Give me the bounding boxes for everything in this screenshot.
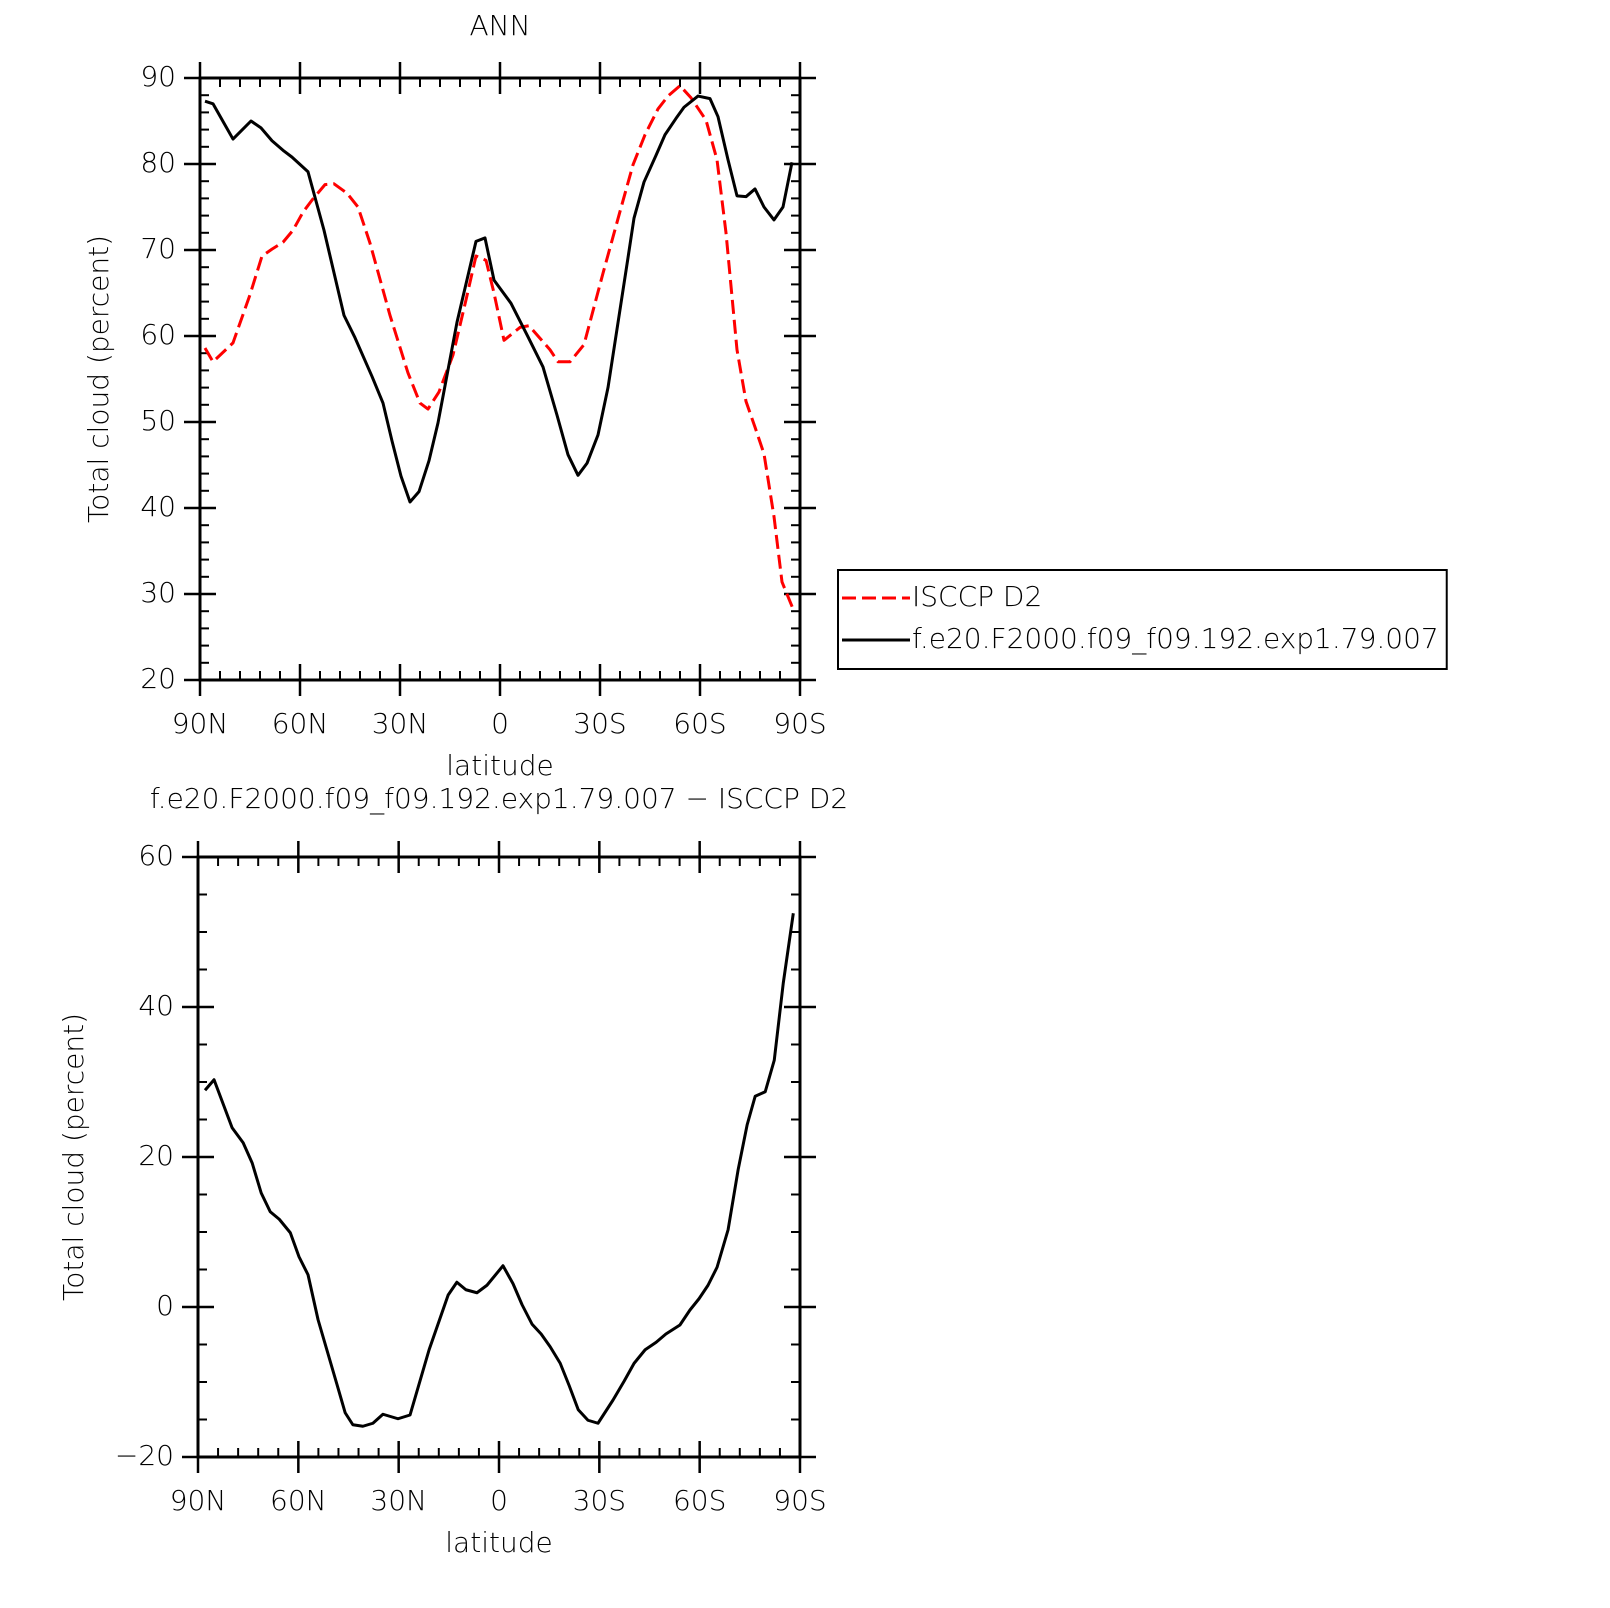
x-axis-label: latitude	[446, 749, 553, 782]
y-tick-label: 60	[140, 318, 176, 351]
legend-label: f.e20.F2000.f09_f09.192.exp1.79.007	[912, 622, 1439, 656]
y-tick-label: 70	[140, 232, 176, 265]
data-line	[204, 94, 794, 504]
y-tick-label: 50	[140, 404, 176, 437]
x-tick-label: 30N	[372, 707, 429, 740]
legend-label: ISCCP D2	[912, 580, 1042, 613]
x-tick-label: 0	[490, 1484, 508, 1517]
plot-frame	[196, 855, 802, 1459]
y-tick-label: 80	[140, 146, 176, 179]
x-tick-label: 60S	[673, 1484, 726, 1517]
x-axis-label: latitude	[445, 1526, 552, 1559]
x-tick-label: 30N	[370, 1484, 427, 1517]
y-tick-label: 60	[138, 839, 174, 872]
data-line	[203, 913, 795, 1428]
x-tick-label: 90N	[172, 707, 229, 740]
y-tick-label: 90	[140, 60, 176, 93]
y-tick-label: 40	[138, 989, 174, 1022]
y-tick-label: −20	[115, 1439, 174, 1472]
x-tick-label: 90S	[773, 1484, 826, 1517]
x-tick-label: 60N	[270, 1484, 327, 1517]
y-tick-label: 20	[138, 1139, 174, 1172]
y-tick-label: 20	[140, 662, 176, 695]
x-tick-label: 0	[491, 707, 509, 740]
y-tick-label: 40	[140, 490, 176, 523]
x-tick-label: 90N	[170, 1484, 227, 1517]
plot-frame	[198, 76, 802, 682]
x-tick-label: 60S	[673, 707, 726, 740]
y-axis-label: Total cloud (percent)	[82, 235, 115, 523]
y-tick-label: 30	[140, 576, 176, 609]
x-tick-label: 30S	[573, 707, 626, 740]
chart-title: f.e20.F2000.f09_f09.192.exp1.79.007 − IS…	[150, 782, 848, 816]
x-tick-label: 30S	[573, 1484, 626, 1517]
y-axis-label: Total cloud (percent)	[57, 1013, 90, 1301]
y-tick-label: 0	[156, 1289, 174, 1322]
x-tick-label: 90S	[773, 707, 826, 740]
data-line	[203, 84, 796, 612]
chart-title: ANN	[469, 9, 530, 42]
legend-frame	[837, 569, 1448, 670]
x-tick-label: 60N	[272, 707, 329, 740]
